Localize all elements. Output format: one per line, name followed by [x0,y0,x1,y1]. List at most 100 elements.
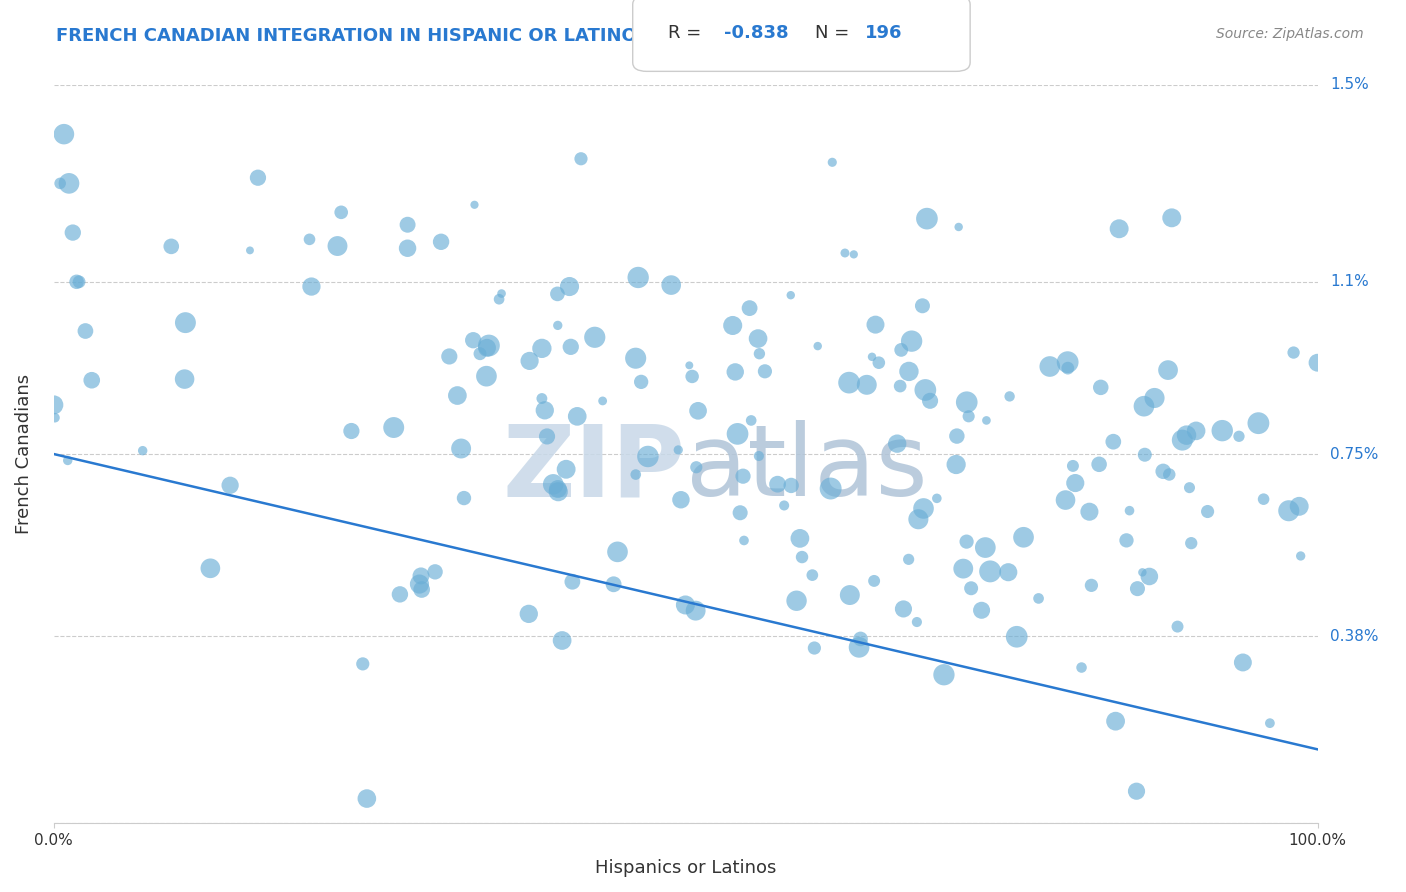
Point [519,354,541,368]
Point [1258,716,1281,731]
Point [724,365,747,379]
Point [1227,429,1250,443]
Point [920,393,942,408]
Point [681,369,703,384]
Point [174,316,197,330]
Point [569,152,592,166]
Point [67,275,90,289]
Point [1166,619,1188,633]
Point [1133,399,1156,413]
Point [475,341,498,355]
Point [1118,503,1140,517]
Point [803,640,825,655]
Point [1289,549,1312,563]
Point [1160,211,1182,225]
Point [890,343,912,357]
Point [970,603,993,617]
Point [1028,591,1050,606]
Point [44,410,66,425]
Point [56,453,79,467]
Point [733,533,755,548]
Point [948,219,970,234]
Point [860,350,883,364]
Point [468,347,491,361]
Point [1175,428,1198,442]
Point [1064,476,1087,491]
Point [807,339,830,353]
Point [1132,566,1154,580]
Point [779,288,801,302]
Point [356,791,378,805]
Point [408,577,430,591]
Point [912,501,935,516]
Text: 1.1%: 1.1% [1330,275,1369,289]
Point [340,424,363,438]
Point [721,318,744,333]
Point [1012,530,1035,544]
Point [1197,504,1219,518]
Point [1159,467,1181,482]
Y-axis label: French Canadians: French Canadians [15,374,32,534]
Point [1253,492,1275,507]
Text: atlas: atlas [686,420,928,517]
Point [897,552,920,566]
Point [974,541,997,555]
Point [246,170,269,185]
Point [738,301,761,315]
Point [592,393,614,408]
Point [555,462,578,476]
Point [1102,434,1125,449]
Point [1232,656,1254,670]
Point [409,569,432,583]
Point [685,604,707,618]
Point [546,286,568,301]
Text: 1.5%: 1.5% [1330,78,1369,93]
Point [530,342,553,356]
Point [1080,578,1102,592]
Point [1062,458,1084,473]
Text: N =: N = [815,24,855,43]
Point [1088,458,1111,472]
Point [533,403,555,417]
Point [685,460,707,475]
Point [583,330,606,344]
Point [997,565,1019,579]
Point [567,409,589,424]
Point [558,279,581,293]
Point [780,478,803,492]
Point [219,478,242,492]
Point [1137,569,1160,583]
Point [326,239,349,253]
Point [541,477,564,491]
Point [446,388,468,402]
Point [979,565,1001,579]
Point [801,568,824,582]
Point [411,582,433,597]
Point [423,565,446,579]
Point [848,640,870,655]
Point [624,351,647,366]
Point [914,383,936,397]
Point [1056,361,1078,376]
Point [478,338,501,352]
Point [789,532,811,546]
Point [747,332,769,346]
Point [396,241,419,255]
Point [491,286,513,301]
Point [1054,493,1077,508]
Text: ZIP: ZIP [503,420,686,517]
Point [956,395,979,409]
Point [838,376,860,390]
Point [352,657,374,671]
Point [439,350,461,364]
Point [1211,424,1233,438]
Point [1056,355,1078,369]
Point [298,232,321,246]
Point [173,372,195,386]
Point [946,429,969,443]
Point [1070,660,1092,674]
Point [678,359,700,373]
Point [1178,481,1201,495]
Point [1143,391,1166,405]
Point [561,574,583,589]
